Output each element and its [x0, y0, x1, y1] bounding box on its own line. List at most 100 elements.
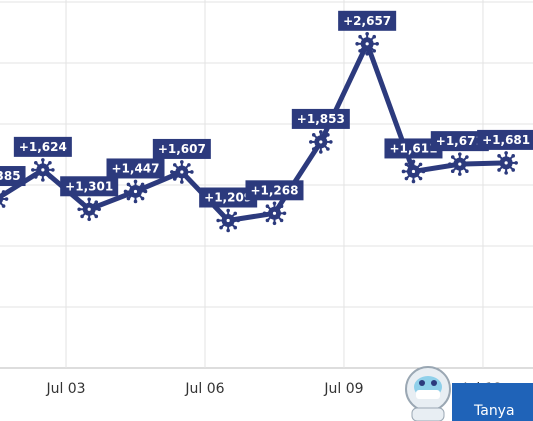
virus-spike-tip	[1, 204, 6, 208]
virus-spike-tip	[365, 32, 369, 36]
data-point	[0, 190, 9, 208]
widget-name: Tanya	[473, 403, 515, 419]
value-label: +1,209	[204, 191, 252, 205]
virus-spike-tip	[187, 177, 191, 181]
virus-spike-tip	[372, 34, 377, 39]
virus-spike-tip	[450, 169, 455, 174]
value-label: +1,607	[158, 142, 206, 156]
virus-dot	[458, 162, 462, 166]
virus-dot	[226, 218, 230, 223]
virus-spike-tip	[94, 214, 99, 219]
data-point	[355, 32, 379, 56]
virus-spike-tip	[282, 211, 287, 216]
virus-spike-tip	[31, 168, 35, 172]
virus-dot	[319, 140, 323, 144]
virus-spike-tip	[411, 159, 416, 164]
virus-spike-tip	[41, 158, 45, 162]
value-label: +1,681	[482, 133, 530, 147]
virus-spike-tip	[319, 130, 323, 134]
virus-spike-tip	[94, 200, 99, 205]
virus-dot	[133, 189, 138, 194]
virus-spike-tip	[279, 204, 284, 209]
chat-widget[interactable]: Tanya	[405, 366, 533, 421]
virus-spike-tip	[226, 208, 230, 213]
virus-spike-tip	[465, 155, 469, 159]
virus-spike-tip	[448, 162, 452, 166]
virus-spike-tip	[401, 169, 406, 174]
virus-spike-tip	[372, 49, 377, 53]
virus-spike-tip	[358, 49, 362, 53]
virus-spike-tip	[172, 163, 177, 167]
virus-spike-tip	[87, 197, 91, 202]
virus-spike-tip	[265, 204, 270, 209]
virus-spike-tip	[180, 180, 184, 184]
value-label: +1,301	[65, 179, 113, 193]
virus-spike-tip	[326, 147, 330, 151]
virus-spike-tip	[358, 34, 362, 39]
virus-spike-tip	[375, 42, 379, 46]
virus-spike-tip	[468, 162, 472, 166]
virus-spike-tip	[458, 172, 462, 176]
widget-box	[452, 383, 533, 421]
virus-spike-tip	[511, 154, 516, 158]
virus-spike-tip	[233, 225, 238, 230]
virus-spike-tip	[404, 162, 409, 167]
virus-spike-tip	[190, 170, 194, 174]
data-point	[494, 151, 518, 175]
virus-spike-tip	[365, 52, 369, 56]
virus-dot	[365, 42, 369, 46]
virus-spike-tip	[77, 207, 81, 212]
virus-spike-tip	[140, 182, 145, 187]
virus-spike-tip	[80, 214, 84, 219]
virus-spike-tip	[494, 161, 498, 165]
virus-spike-tip	[133, 179, 138, 184]
virus-dot	[411, 169, 416, 174]
virus-spike-tip	[126, 182, 131, 187]
virus-spike-tip	[418, 162, 423, 167]
data-point	[262, 201, 287, 226]
virus-spike-tip	[411, 179, 416, 184]
virus-spike-tip	[504, 151, 508, 155]
virus-dot	[180, 170, 184, 174]
virus-dot	[87, 207, 91, 211]
x-tick-label: Jul 09	[323, 381, 363, 397]
virus-spike-tip	[226, 228, 230, 233]
virus-dot	[41, 168, 45, 172]
value-label-box	[13, 136, 72, 157]
value-label-box	[430, 131, 489, 152]
virus-spike-tip	[404, 176, 409, 181]
virus-spike-tip	[97, 207, 101, 212]
value-label-box	[60, 176, 119, 197]
virus-spike-tip	[504, 171, 508, 175]
virus-spike-tip	[458, 152, 462, 156]
value-label-box	[199, 187, 258, 208]
virus-spike-tip	[187, 163, 191, 167]
virus-spike-tip	[133, 199, 138, 204]
value-label: +1,385	[0, 169, 21, 183]
virus-dot	[272, 211, 277, 215]
value-label: +2,657	[343, 14, 391, 28]
avatar-mask	[416, 390, 440, 399]
virus-spike-tip	[143, 189, 148, 194]
x-tick-label: Jul 03	[45, 381, 85, 397]
value-label: +1,853	[297, 112, 345, 126]
value-label-box	[338, 10, 397, 31]
virus-spike-tip	[48, 160, 52, 165]
data-point	[216, 208, 240, 233]
virus-spike-tip	[355, 42, 359, 46]
virus-spike-tip	[233, 211, 238, 216]
value-label-box	[0, 166, 26, 187]
virus-spike-tip	[216, 218, 220, 223]
virus-body	[0, 193, 4, 205]
virus-spike-tip	[311, 133, 316, 137]
value-label: +1,671	[436, 134, 484, 148]
virus-spike-tip	[279, 218, 284, 223]
value-label: +1,624	[19, 140, 67, 154]
virus-spike-tip	[309, 140, 313, 144]
virus-spike-tip	[219, 211, 223, 216]
value-label-box	[291, 108, 350, 129]
virus-spike-tip	[219, 225, 223, 230]
avatar-body	[411, 407, 445, 421]
virus-spike-tip	[272, 221, 277, 226]
